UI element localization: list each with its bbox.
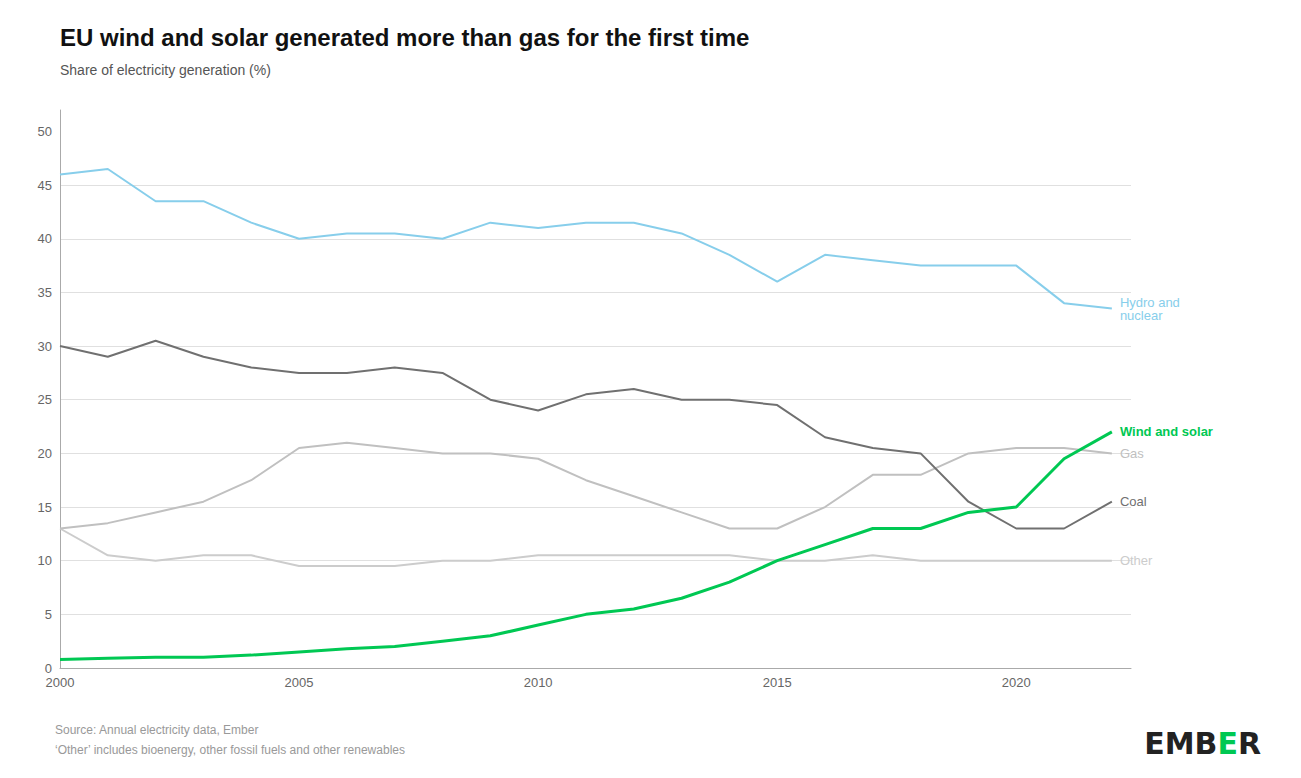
svg-text:35: 35 — [38, 285, 52, 300]
svg-text:‘Other’ includes bioenergy, ot: ‘Other’ includes bioenergy, other fossil… — [55, 743, 405, 757]
svg-text:Hydro and: Hydro and — [1119, 294, 1180, 310]
svg-text:15: 15 — [38, 500, 52, 515]
svg-text:EMB: EMB — [1144, 726, 1217, 761]
svg-text:Other: Other — [1120, 553, 1153, 568]
svg-text:2015: 2015 — [763, 675, 792, 690]
svg-text:30: 30 — [38, 339, 52, 354]
svg-text:2020: 2020 — [1002, 675, 1031, 690]
svg-text:0: 0 — [45, 661, 52, 676]
svg-text:10: 10 — [38, 553, 52, 568]
svg-text:Coal: Coal — [1120, 494, 1147, 509]
svg-text:Source: Annual electricity dat: Source: Annual electricity data, Ember — [55, 723, 258, 737]
svg-text:40: 40 — [38, 231, 52, 246]
svg-text:45: 45 — [38, 178, 52, 193]
svg-text:Gas: Gas — [1120, 446, 1144, 461]
svg-text:R: R — [1238, 726, 1261, 761]
svg-text:5: 5 — [45, 607, 52, 622]
svg-text:2000: 2000 — [46, 675, 75, 690]
svg-text:50: 50 — [38, 124, 52, 139]
svg-text:25: 25 — [38, 392, 52, 407]
svg-text:20: 20 — [38, 446, 52, 461]
svg-text:Wind and solar: Wind and solar — [1120, 424, 1213, 439]
svg-text:nuclear: nuclear — [1120, 308, 1163, 323]
svg-text:2010: 2010 — [524, 675, 553, 690]
svg-text:2005: 2005 — [285, 675, 314, 690]
svg-text:EU wind and solar generated mo: EU wind and solar generated more than ga… — [60, 24, 749, 51]
svg-text:E: E — [1217, 726, 1238, 761]
svg-text:Share of electricity generatio: Share of electricity generation (%) — [60, 62, 271, 78]
